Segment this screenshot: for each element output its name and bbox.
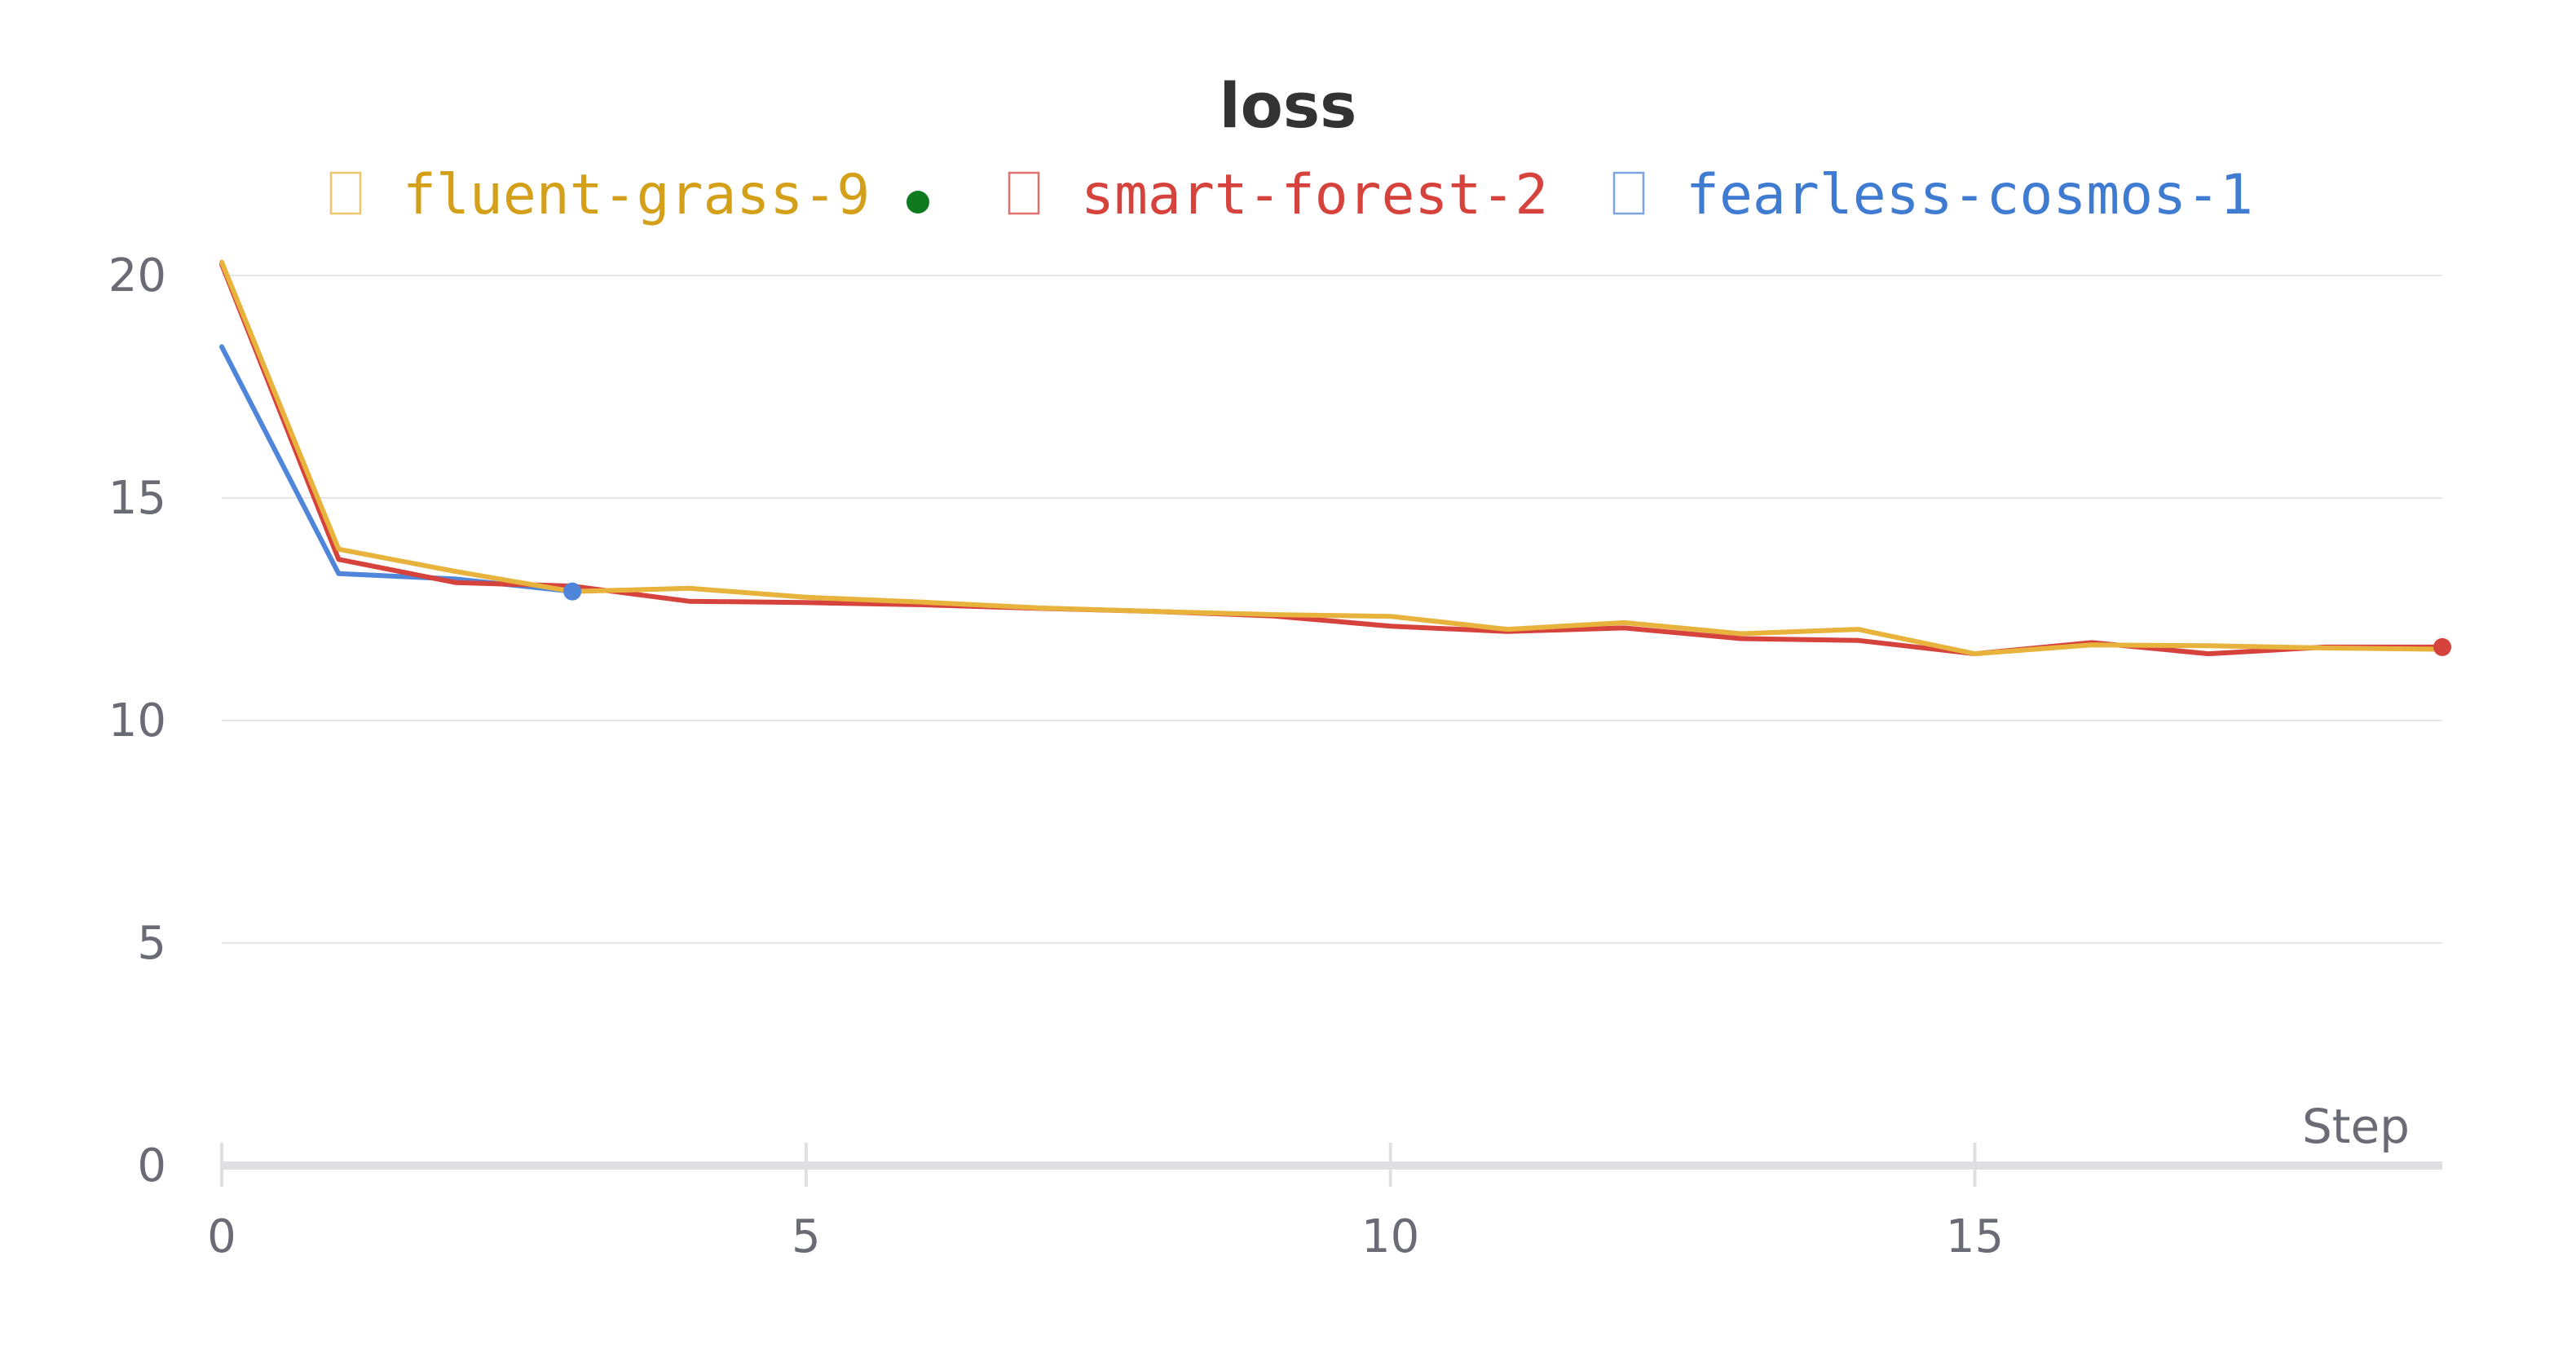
x-tick-label-5: 5 <box>792 1210 821 1263</box>
y-tick-label-10: 10 <box>108 694 166 747</box>
legend: fluent-grass-9 smart-forest-2 fearless-cos… <box>329 163 2253 227</box>
y-axis-ticks: 0 5 10 15 20 <box>108 249 166 1192</box>
series-end-markers <box>563 582 2451 656</box>
active-run-indicator <box>906 191 929 214</box>
x-axis: 0 5 10 15 <box>207 1143 2442 1263</box>
legend-label-fearless-cosmos-1[interactable]: fearless-cosmos-1 <box>1686 163 2253 227</box>
legend-swatch-smart-forest-2 <box>1008 171 1040 215</box>
series-line-smart-forest-2 <box>219 262 2445 657</box>
series-line-fluent-grass-9 <box>219 259 2445 657</box>
x-tick-label-10: 10 <box>1361 1210 1419 1263</box>
x-tick-label-0: 0 <box>207 1210 236 1263</box>
legend-swatch-fearless-cosmos-1 <box>1612 171 1645 215</box>
y-tick-label-5: 5 <box>137 917 166 970</box>
x-axis-title: Step <box>2302 1099 2410 1154</box>
y-tick-label-20: 20 <box>108 249 166 302</box>
series-line-fearless-cosmos-1 <box>219 344 576 594</box>
y-tick-label-0: 0 <box>137 1139 166 1192</box>
legend-label-smart-forest-2[interactable]: smart-forest-2 <box>1081 163 1548 227</box>
chart-title: loss <box>1220 69 1357 142</box>
legend-swatch-fluent-grass-9 <box>329 171 362 215</box>
series-lines <box>219 259 2445 657</box>
y-tick-label-15: 15 <box>108 472 166 525</box>
series-end-marker-smart-forest-2 <box>2433 637 2451 656</box>
series-end-marker-fearless-cosmos-1 <box>563 582 582 601</box>
grid-lines <box>222 275 2442 944</box>
legend-label-fluent-grass-9[interactable]: fluent-grass-9 <box>403 163 870 227</box>
x-tick-label-15: 15 <box>1946 1210 2004 1263</box>
